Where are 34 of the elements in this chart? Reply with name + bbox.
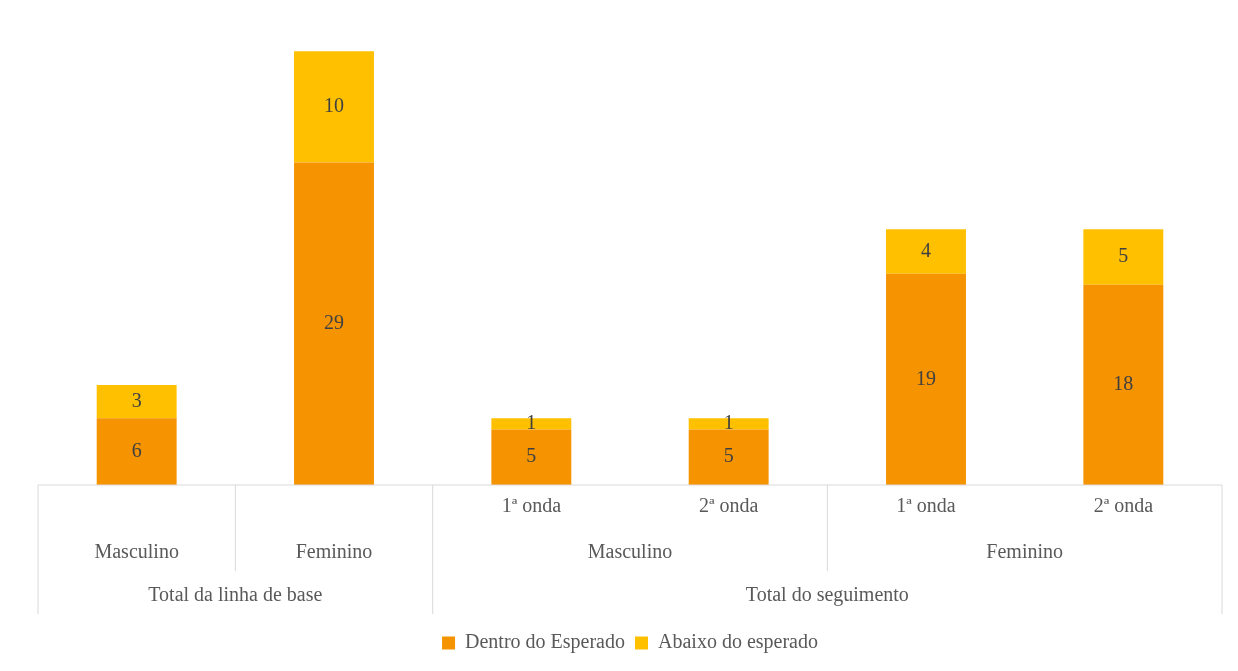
bar bbox=[886, 273, 966, 485]
data-label: 5 bbox=[526, 444, 537, 467]
data-label: 18 bbox=[1113, 372, 1134, 395]
bar bbox=[96, 384, 177, 419]
x-tick-label: 2ª onda bbox=[1093, 493, 1154, 516]
data-label: 19 bbox=[916, 366, 936, 389]
legend-label: Abaixo do esperado bbox=[658, 630, 818, 654]
text: Masculino bbox=[94, 539, 179, 562]
data-label: 5 bbox=[1118, 244, 1129, 267]
text: Feminino bbox=[986, 539, 1063, 562]
data-label: 10 bbox=[324, 94, 344, 116]
data-label: 29 bbox=[324, 310, 344, 333]
text: Total do seguimento bbox=[745, 582, 909, 606]
text: Feminino bbox=[295, 539, 373, 562]
bar bbox=[886, 229, 966, 274]
data-label: 6 bbox=[131, 438, 142, 461]
text: Masculino bbox=[587, 539, 673, 562]
text: Total da linha de base bbox=[148, 582, 323, 605]
x-tick-label: 1ª onda bbox=[896, 493, 956, 516]
data-label: 1 bbox=[723, 411, 734, 434]
data-label: 5 bbox=[723, 444, 734, 467]
bar bbox=[491, 429, 572, 485]
bar bbox=[688, 429, 769, 485]
data-label: 4 bbox=[921, 238, 931, 261]
legend-label: Dentro do Esperado bbox=[465, 630, 625, 654]
x-tick-label: 1ª onda bbox=[501, 493, 562, 516]
bar bbox=[294, 162, 374, 485]
bar bbox=[1083, 284, 1164, 485]
bar bbox=[1083, 229, 1164, 285]
bar bbox=[294, 51, 374, 163]
x-tick-label: 2ª onda bbox=[698, 493, 759, 516]
bar bbox=[96, 418, 177, 485]
data-label: 1 bbox=[526, 411, 537, 434]
data-label: 3 bbox=[131, 388, 142, 411]
